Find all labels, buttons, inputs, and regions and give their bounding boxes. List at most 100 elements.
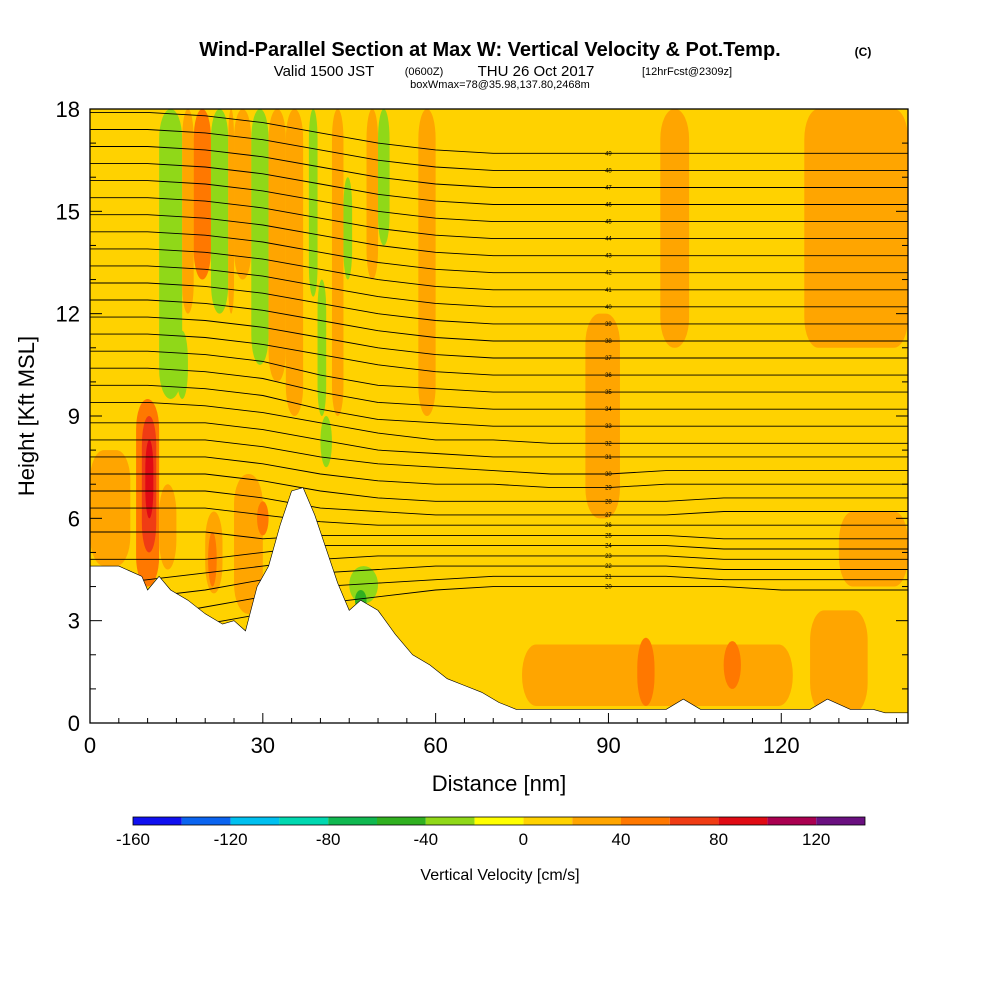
theta-contour-label: 43 — [605, 254, 612, 260]
theta-contour — [90, 129, 908, 171]
y-tick-label: 3 — [68, 609, 80, 634]
colorbar-tick-label: 80 — [709, 830, 728, 849]
colorbar-swatch — [474, 817, 524, 825]
theta-contour — [90, 265, 908, 308]
theta-contour — [90, 531, 908, 540]
velocity-cell — [343, 177, 353, 280]
theta-contour — [90, 197, 908, 240]
colorbar-tick-label: -160 — [116, 830, 150, 849]
y-tick-label: 12 — [56, 302, 80, 327]
y-tick-label: 18 — [56, 97, 80, 122]
colorbar-swatch — [133, 817, 182, 825]
colorbar-swatch — [279, 817, 329, 825]
theta-contour-label: 24 — [605, 544, 612, 550]
velocity-cell — [660, 109, 690, 348]
y-tick-label: 0 — [68, 711, 80, 736]
colorbar-swatch — [377, 817, 426, 825]
potential-temperature-contours: 20 21 22 23 24 25 26 27 28 29 30 31 32 33 34 35 36 37 38 39… — [90, 111, 908, 645]
velocity-cell — [193, 109, 211, 280]
theta-contour-label: 30 — [605, 472, 612, 478]
theta-contour-label: 37 — [605, 356, 612, 362]
colorbar-swatch — [816, 817, 865, 825]
theta-contour-label: 29 — [605, 486, 612, 492]
theta-contour — [90, 316, 908, 359]
colorbar-tick-label: 40 — [612, 830, 631, 849]
colorbar-swatch — [425, 817, 475, 825]
theta-contour — [90, 384, 908, 427]
velocity-cell — [804, 109, 908, 348]
colorbar-swatch — [669, 817, 719, 825]
subtitle-valid-time: Valid 1500 JST — [274, 63, 375, 80]
y-tick-label: 15 — [56, 199, 80, 224]
colorbar-swatch — [230, 817, 280, 825]
theta-contour-label: 39 — [605, 322, 612, 328]
x-tick-label: 30 — [251, 733, 275, 758]
theta-contour — [90, 282, 908, 325]
colorbar-tick-label: -40 — [414, 830, 439, 849]
velocity-cell — [234, 109, 252, 280]
theta-contour — [90, 456, 908, 489]
colorbar-label: Vertical Velocity [cm/s] — [420, 867, 579, 884]
theta-contour-label: 22 — [605, 564, 612, 570]
velocity-cell — [317, 279, 327, 416]
theta-contour-label: 46 — [605, 203, 612, 209]
x-tick-label: 0 — [84, 733, 96, 758]
theta-contour — [90, 422, 908, 458]
theta-contour — [90, 163, 908, 205]
velocity-cell — [810, 610, 868, 713]
theta-contour-label: 31 — [605, 455, 612, 461]
velocity-cell — [210, 109, 229, 314]
chart-title: Wind-Parallel Section at Max W: Vertical… — [199, 39, 780, 61]
theta-contour — [90, 575, 908, 625]
colorbar-frame — [132, 816, 866, 826]
theta-contour-label: 33 — [605, 424, 612, 430]
subtitle-forecast: [12hrFcst@2309z] — [642, 66, 732, 78]
theta-contour-label: 32 — [605, 441, 612, 447]
y-tick-label: 6 — [68, 506, 80, 531]
colorbar-swatch — [718, 817, 768, 825]
theta-contour — [90, 565, 908, 605]
theta-contour — [90, 507, 908, 526]
velocity-cell — [366, 109, 379, 280]
chart-subtitle: Valid 1500 JST (0600Z) THU 26 Oct 2017 [… — [274, 63, 732, 91]
theta-contour-label: 45 — [605, 220, 612, 226]
velocity-cell — [208, 531, 217, 587]
colorbar-swatch — [523, 817, 573, 825]
colorbar-swatch — [767, 817, 817, 825]
plot-area: 20 21 22 23 24 25 26 27 28 29 30 31 32 33 34 35 36 37 38 39… — [90, 109, 908, 723]
theta-contour-label: 25 — [605, 533, 612, 539]
theta-contour-label: 35 — [605, 390, 612, 396]
theta-contour-label: 27 — [605, 513, 612, 519]
theta-contour — [90, 545, 908, 560]
theta-contour — [90, 146, 908, 188]
x-axis-label: Distance [nm] — [432, 771, 567, 796]
velocity-cell — [257, 501, 269, 536]
theta-contour — [90, 473, 908, 502]
colorbar-swatch — [621, 817, 670, 825]
velocity-cell — [234, 473, 263, 614]
velocity-cell — [285, 109, 304, 416]
subtitle-valid-date: THU 26 Oct 2017 — [478, 63, 595, 80]
theta-contour-label: 38 — [605, 339, 612, 345]
theta-contour-label: 41 — [605, 288, 612, 294]
velocity-cell — [176, 330, 188, 399]
colorbar: -160 -120 -80 -40 0 40 80 120 — [116, 816, 866, 849]
y-axis-label: Height [Kft MSL] — [14, 336, 39, 496]
colorbar-swatch — [572, 817, 621, 825]
colorbar-tick-label: -120 — [214, 830, 248, 849]
theta-contour — [90, 248, 908, 291]
x-axis: 0 30 60 90 120 — [84, 713, 897, 758]
theta-contour-label: 28 — [605, 499, 612, 505]
subtitle-utc-time: (0600Z) — [405, 66, 444, 78]
theta-contour — [90, 299, 908, 342]
theta-contour — [90, 180, 908, 223]
theta-contour — [90, 111, 908, 154]
velocity-cell — [418, 109, 436, 416]
velocity-cell — [228, 109, 235, 314]
theta-contour — [90, 367, 908, 410]
theta-contour — [90, 555, 908, 588]
subtitle-boxwmax: boxWmax=78@35.98,137.80,2468m — [410, 79, 590, 91]
theta-contour — [90, 350, 908, 393]
theta-contour — [90, 401, 908, 444]
